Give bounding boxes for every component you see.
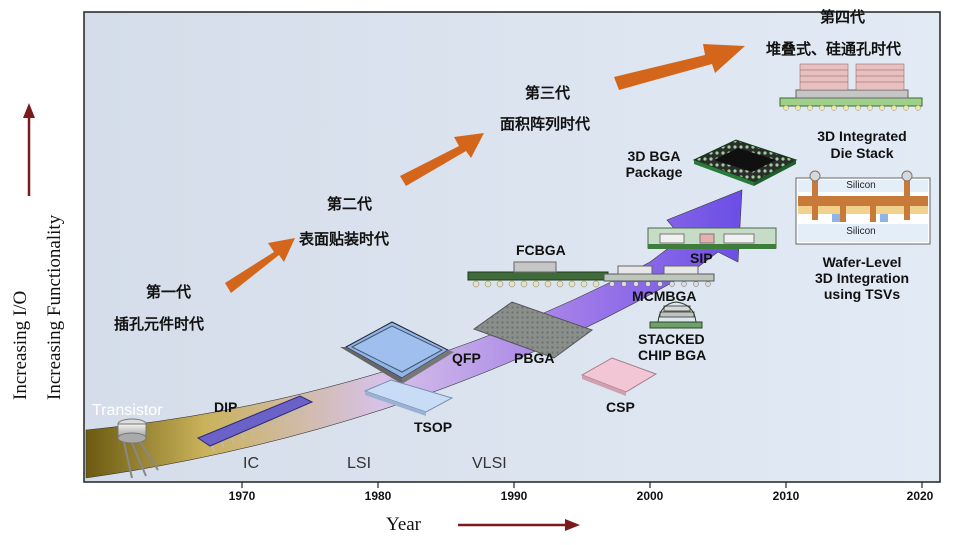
label-qfp: QFP [452,350,481,366]
gen3-title: 第三代 [525,84,571,102]
stacked-chip-bga-graphic [649,301,703,329]
era-label-lsi: LSI [347,455,372,472]
gen2-title: 第二代 [327,195,373,213]
y-axis-label-functionality: Increasing Functionality [44,214,65,400]
y-axis-arrow [23,103,35,196]
label-sip: SIP [690,250,713,266]
label-mcmbga: MCMBGA [632,288,697,304]
label-3d-bga-line2: Package [625,164,683,180]
gen4-title: 第四代 [820,8,866,26]
sip-graphic [647,227,777,249]
trend-arrow [85,189,743,479]
die-stack-graphic [779,63,923,111]
generation-arrows [225,44,745,293]
label-wafer-line3: using TSVs [823,286,901,302]
mcmbga-graphic [603,265,715,287]
tsop-graphic [363,379,454,416]
pbga-graphic [472,301,594,359]
transistor-graphic [117,418,159,479]
label-dip: DIP [214,399,238,415]
gen-arrow-2 [400,133,484,186]
dip-graphic [196,395,314,453]
csp-graphic [580,357,658,396]
year-label-1990: 1990 [500,489,528,503]
label-wafer-line1: Wafer-Level [822,254,902,270]
fcbga-graphic [467,261,609,288]
label-die-stack-line2: Die Stack [830,145,894,161]
gen-arrow-1 [225,238,295,293]
gen1-title: 第一代 [146,283,192,301]
x-axis-ticks [241,482,923,488]
gen3-subtitle: 面积阵列时代 [500,115,591,133]
label-die-stack-line1: 3D Integrated [817,128,907,144]
qfp-graphic [340,321,454,384]
x-axis-arrow [458,519,580,531]
y-axis-label-io: Increasing I/O [10,290,31,400]
wafer-tsv-graphic [795,170,931,245]
era-label-ic: IC [243,455,259,472]
x-axis-label: Year [386,514,422,535]
label-tsop: TSOP [414,419,453,435]
year-label-1970: 1970 [228,489,256,503]
label-silicon-bottom: Silicon [846,226,876,237]
year-label-2020: 2020 [906,489,934,503]
label-wafer-line2: 3D Integration [814,270,910,286]
era-label-vlsi: VLSI [472,455,507,472]
gen-arrow-3 [614,44,745,90]
label-3d-bga-line1: 3D BGA [627,148,681,164]
label-stacked-chip-bga-line1: STACKED [638,331,705,347]
gen1-subtitle: 插孔元件时代 [114,315,205,333]
year-label-2010: 2010 [772,489,800,503]
label-csp: CSP [606,399,635,415]
label-fcbga: FCBGA [516,242,566,258]
gen4-subtitle: 堆叠式、硅通孔时代 [766,40,902,58]
year-label-1980: 1980 [364,489,392,503]
label-silicon-top: Silicon [846,180,876,191]
label-transistor: Transistor [92,402,163,419]
gen2-subtitle: 表面贴装时代 [299,230,390,248]
year-label-2000: 2000 [636,489,664,503]
label-pbga: PBGA [514,350,555,366]
bga-3d-graphic [692,139,798,186]
label-stacked-chip-bga-line2: CHIP BGA [638,347,707,363]
